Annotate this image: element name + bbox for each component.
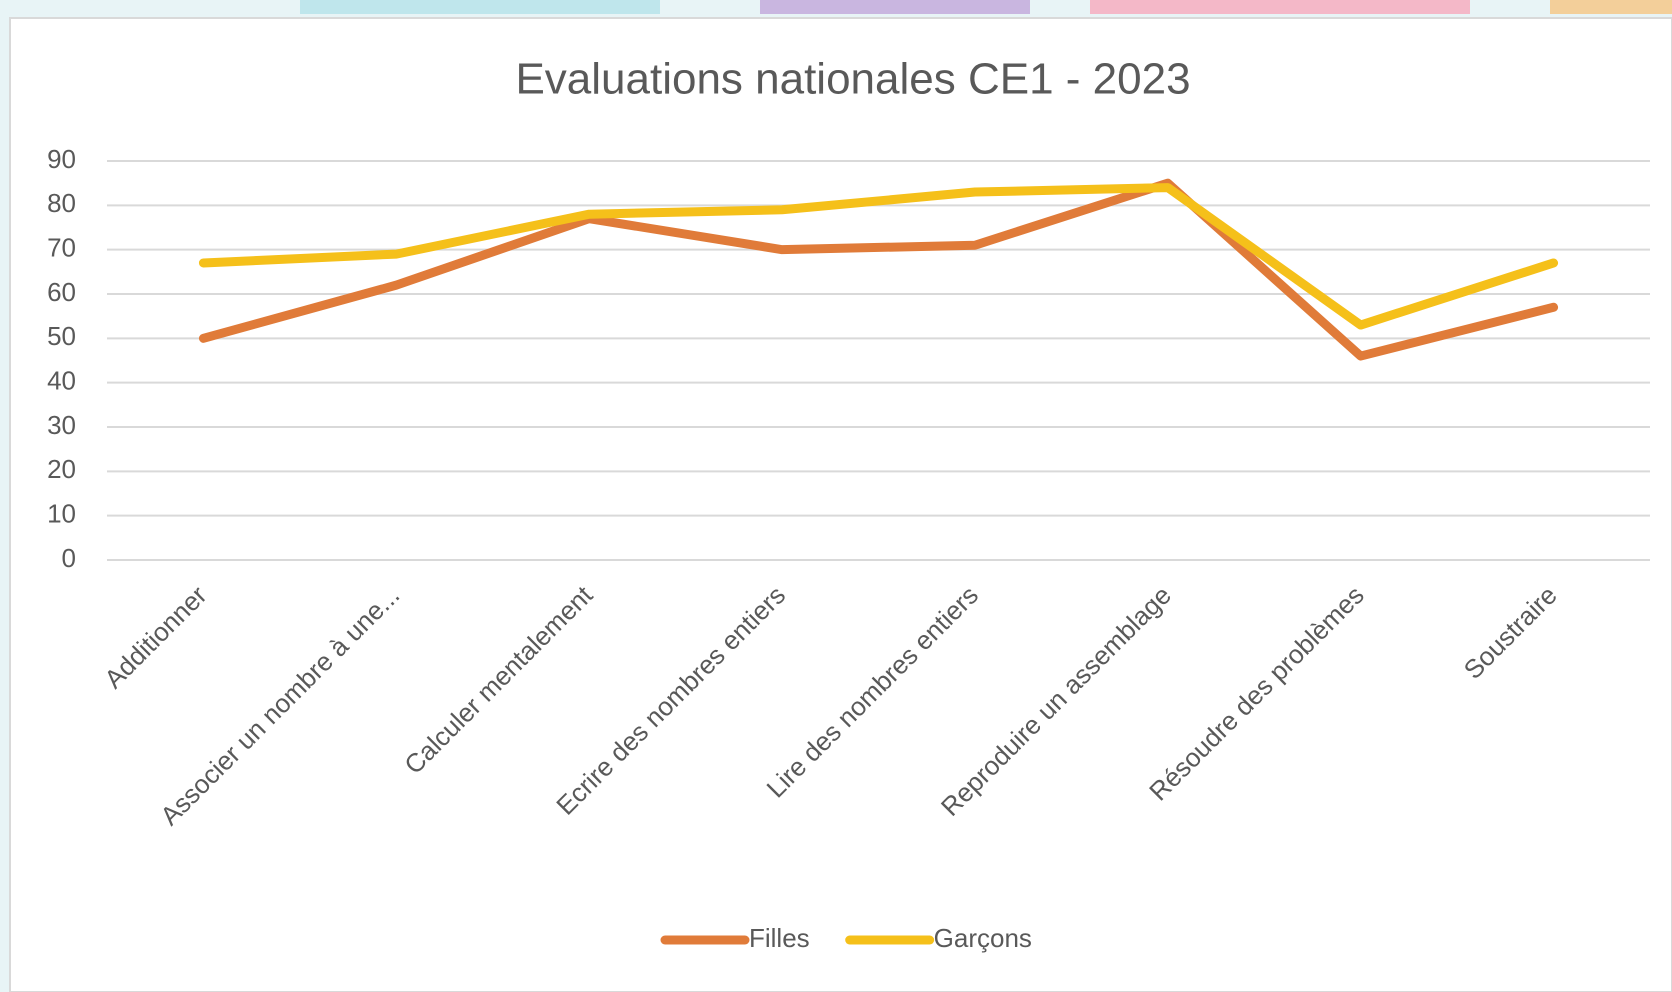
y-tick-label: 50: [47, 321, 76, 351]
series-line: [198, 183, 1559, 330]
decor: [1550, 0, 1672, 14]
y-tick-label: 60: [47, 277, 76, 307]
series-line: [198, 178, 1559, 361]
decor: [300, 0, 660, 14]
chart-title: Evaluations nationales CE1 - 2023: [515, 55, 1190, 104]
decor: [760, 0, 1030, 14]
legend-label: Garçons: [934, 923, 1032, 953]
legend: Filles Garçons: [660, 923, 1032, 953]
y-tick-label: 70: [47, 233, 76, 263]
legend-label: Filles: [749, 923, 810, 953]
y-tick-label: 90: [47, 144, 76, 174]
y-tick-label: 10: [47, 499, 76, 529]
y-tick-label: 20: [47, 454, 76, 484]
y-tick-label: 40: [47, 366, 76, 396]
chart-area: [9, 17, 1672, 992]
decor: [1090, 0, 1470, 14]
y-tick-label: 80: [47, 188, 76, 218]
y-tick-label: 30: [47, 410, 76, 440]
y-tick-label: 0: [62, 543, 76, 573]
